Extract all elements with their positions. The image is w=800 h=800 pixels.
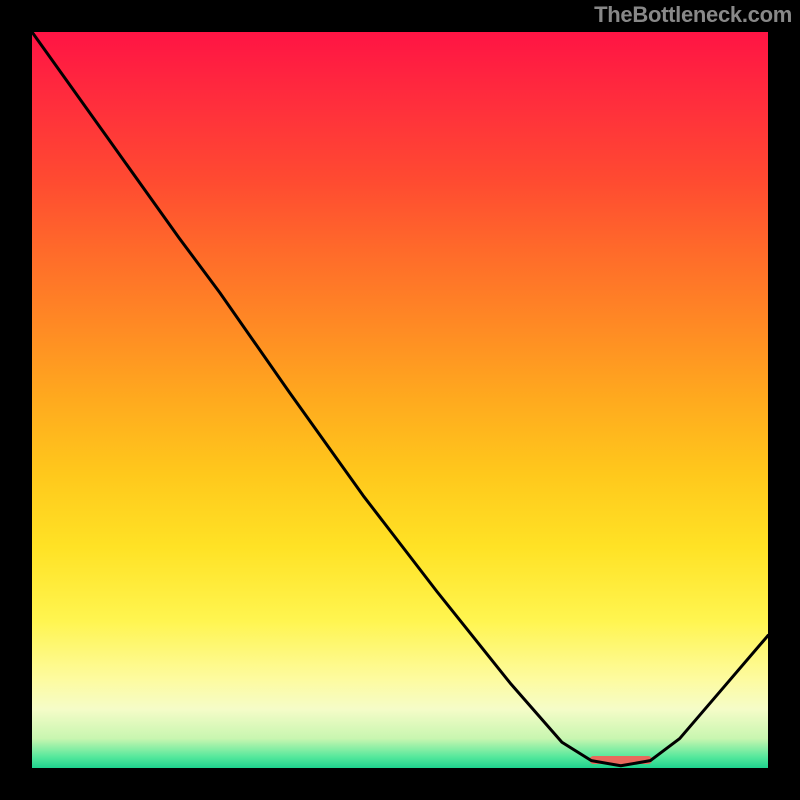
plot-gradient-bg xyxy=(32,32,768,768)
watermark-label: TheBottleneck.com xyxy=(594,2,792,28)
bottleneck-chart xyxy=(0,0,800,800)
chart-container: TheBottleneck.com xyxy=(0,0,800,800)
